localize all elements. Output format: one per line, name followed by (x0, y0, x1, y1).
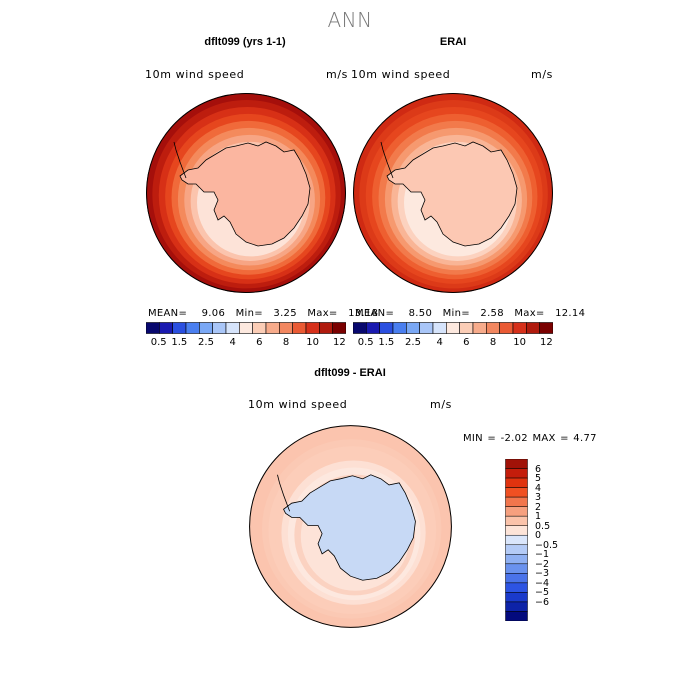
colorbar-tick-label: 8 (282, 337, 290, 348)
colorbar-diff-tick-label: 6 (535, 463, 542, 475)
colorbar-diff-tick-label: 4 (535, 482, 542, 494)
colorbar-tick-label: 8 (489, 337, 497, 348)
panel-title-model: dflt099 (yrs 1-1) (204, 36, 286, 48)
variable-label-model: 10m wind speed (145, 68, 245, 81)
stats-model: MEAN= 9.06 Min= 3.25 Max= 13.18 (148, 308, 378, 319)
colorbar-tick-label: 10 (513, 337, 527, 348)
map-model (146, 93, 346, 293)
min-label: Min= (235, 308, 263, 319)
colorbar-diff-tick-label: −6 (535, 596, 550, 608)
colorbar-tick-label: 2.5 (405, 337, 421, 348)
colorbar-tick-label: 4 (436, 337, 443, 348)
colorbar-tick-label: 2.5 (198, 337, 214, 348)
colorbar-diff-tick-label: −4 (535, 577, 550, 589)
stats-diff: MIN = -2.02 MAX = 4.77 (463, 433, 597, 444)
colorbar-tick-label: 4 (229, 337, 236, 348)
colorbar-diff-ticks: 6 5 4 3 2 1 0.5 0 −0.5 −1 −2 −3 −4 −5 −6 (535, 459, 575, 629)
min-label: Min= (442, 308, 470, 319)
variable-label-diff: 10m wind speed (248, 398, 348, 411)
panel-title-obs: ERAI (439, 36, 467, 48)
colorbar-tick-label: 12 (332, 337, 346, 348)
colorbar-diff-tick-label: 1 (535, 511, 542, 523)
colorbar-diff-tick-label: 0 (535, 530, 542, 542)
colorbar-ticks-obs: 0.5 1.5 2.5 4 6 8 10 12 (353, 337, 553, 351)
colorbar-tick-label: 6 (256, 337, 263, 348)
mean-value: 8.50 (408, 308, 433, 319)
colorbar-model (146, 322, 346, 334)
colorbar-diff-tick-label: 5 (535, 473, 542, 485)
variable-label-obs: 10m wind speed (351, 68, 451, 81)
max-value: 12.14 (555, 308, 586, 319)
colorbar-diff-tick-label: −2 (535, 558, 550, 570)
colorbar-diff-tick-label: −1 (535, 549, 550, 561)
units-label-obs: m/s (531, 68, 553, 81)
colorbar-diff-tick-label: 0.5 (535, 520, 551, 532)
colorbar-tick-label: 0.5 (357, 337, 374, 348)
max-label: Max= (514, 308, 545, 319)
colorbar-ticks-model: 0.5 1.5 2.5 4 6 8 10 12 (146, 337, 346, 351)
mean-label: MEAN= (355, 308, 395, 319)
min-value: 2.58 (480, 308, 504, 319)
map-obs (353, 93, 553, 293)
colorbar-diff-tick-label: 2 (535, 501, 542, 513)
colorbar-diff-tick-label: −3 (535, 568, 550, 580)
colorbar-diff-tick-label: 3 (535, 492, 542, 504)
colorbar-diff (505, 459, 528, 621)
min-value: 3.25 (273, 308, 297, 319)
colorbar-diff-tick-label: −5 (535, 587, 550, 599)
units-label-model: m/s (326, 68, 348, 81)
stats-obs: MEAN= 8.50 Min= 2.58 Max= 12.14 (355, 308, 585, 319)
max-label: Max= (307, 308, 338, 319)
panel-title-diff: dflt099 - ERAI (314, 367, 386, 379)
colorbar-tick-label: 10 (306, 337, 320, 348)
plot-title: ANN (327, 8, 373, 32)
colorbar-tick-label: 0.5 (150, 337, 167, 348)
map-diff (249, 425, 452, 628)
mean-label: MEAN= (148, 308, 188, 319)
colorbar-tick-label: 1.5 (378, 337, 395, 348)
colorbar-tick-label: 12 (539, 337, 553, 348)
max-value: 13.18 (348, 308, 379, 319)
colorbar-tick-label: 1.5 (171, 337, 188, 348)
colorbar-tick-label: 6 (463, 337, 470, 348)
mean-value: 9.06 (201, 308, 226, 319)
colorbar-diff-tick-label: −0.5 (535, 539, 559, 551)
units-label-diff: m/s (430, 398, 452, 411)
colorbar-obs (353, 322, 553, 334)
